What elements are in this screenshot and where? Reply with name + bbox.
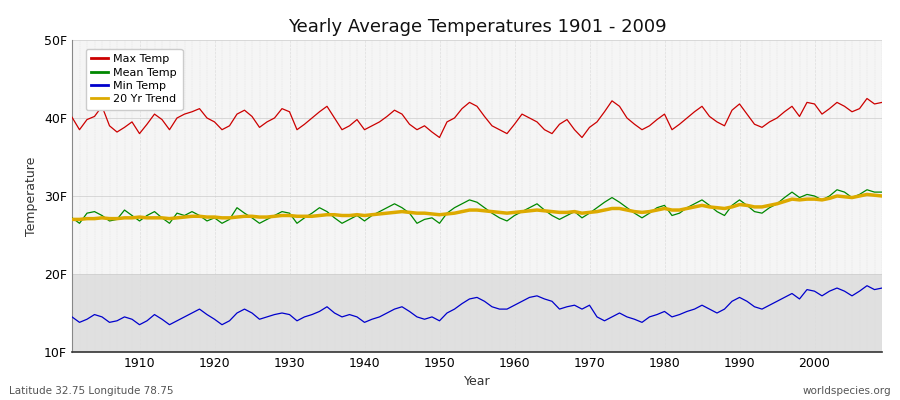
Text: worldspecies.org: worldspecies.org: [803, 386, 891, 396]
X-axis label: Year: Year: [464, 376, 490, 388]
Legend: Max Temp, Mean Temp, Min Temp, 20 Yr Trend: Max Temp, Mean Temp, Min Temp, 20 Yr Tre…: [86, 49, 183, 110]
Bar: [72, 274, 882, 352]
Text: Latitude 32.75 Longitude 78.75: Latitude 32.75 Longitude 78.75: [9, 386, 174, 396]
Title: Yearly Average Temperatures 1901 - 2009: Yearly Average Temperatures 1901 - 2009: [288, 18, 666, 36]
Y-axis label: Temperature: Temperature: [25, 156, 39, 236]
